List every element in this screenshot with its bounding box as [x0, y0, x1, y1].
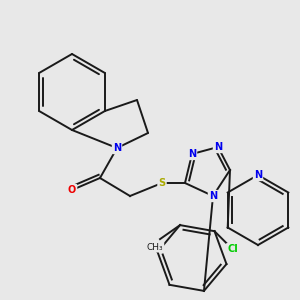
Text: CH₃: CH₃: [147, 243, 163, 252]
Text: N: N: [113, 143, 121, 153]
Text: S: S: [158, 178, 166, 188]
Text: Cl: Cl: [227, 244, 238, 254]
Text: N: N: [214, 142, 222, 152]
Text: N: N: [188, 149, 196, 159]
Text: O: O: [68, 185, 76, 195]
Text: N: N: [209, 191, 217, 201]
Text: N: N: [254, 170, 262, 180]
